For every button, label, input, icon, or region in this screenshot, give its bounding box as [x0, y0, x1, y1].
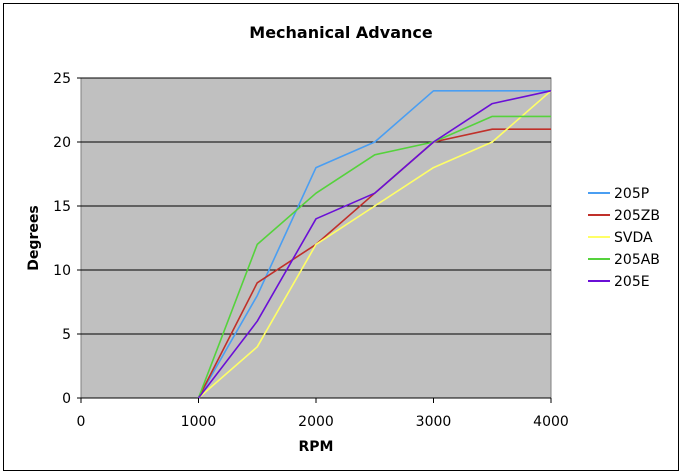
- plot-area: [80, 77, 552, 399]
- y-tick-label: 5: [62, 327, 71, 343]
- y-axis-title: Degrees: [26, 205, 42, 270]
- legend-label: 205ZB: [614, 208, 660, 224]
- x-tick-label: 3000: [416, 414, 452, 430]
- legend: 205P 205ZB SVDA 205AB 205E: [588, 186, 660, 290]
- y-tick-label: 0: [62, 391, 71, 407]
- series-line-svda: [197, 90, 552, 399]
- gridlines: [81, 77, 551, 399]
- y-tick-label: 20: [53, 135, 71, 151]
- x-axis-ticks: 0 1000 2000 3000 4000: [77, 398, 569, 430]
- x-tick-label: 1000: [181, 414, 217, 430]
- x-tick-label: 4000: [533, 414, 569, 430]
- y-tick-label: 15: [53, 199, 71, 215]
- chart-title: Mechanical Advance: [249, 23, 433, 42]
- y-axis-ticks: 0 5 10 15 20 25: [53, 71, 81, 407]
- x-axis-title: RPM: [299, 439, 334, 455]
- y-tick-label: 25: [53, 71, 71, 87]
- series-lines: [197, 90, 552, 399]
- legend-label: 205P: [614, 186, 649, 202]
- series-line-205e: [197, 90, 552, 399]
- y-tick-label: 10: [53, 263, 71, 279]
- x-tick-label: 2000: [298, 414, 334, 430]
- series-line-205p: [197, 90, 551, 399]
- series-line-205ab: [197, 115, 551, 399]
- legend-label: SVDA: [614, 230, 653, 246]
- legend-label: 205AB: [614, 252, 660, 268]
- x-tick-label: 0: [77, 414, 86, 430]
- legend-label: 205E: [614, 274, 650, 290]
